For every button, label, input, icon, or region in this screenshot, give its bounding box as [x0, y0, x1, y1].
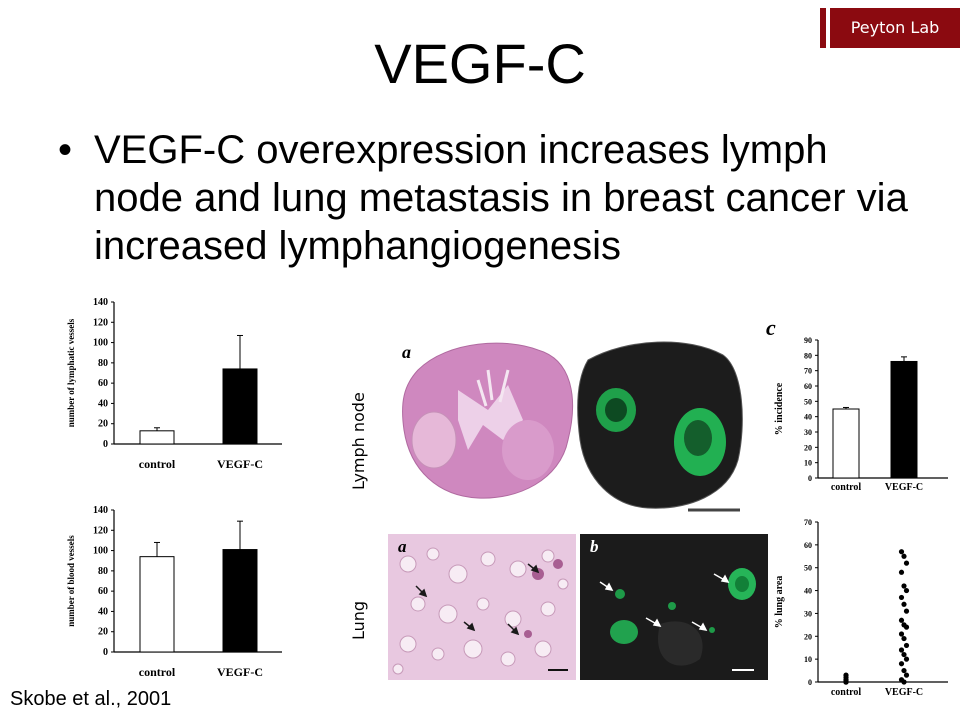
- y-tick-label: 40: [98, 398, 108, 409]
- y-tick-label: 80: [98, 358, 108, 369]
- panel-a-bottom-letter: a: [398, 537, 407, 556]
- y-tick-label: 50: [804, 397, 812, 406]
- y-tick-label: 70: [804, 518, 812, 527]
- bar: [139, 430, 175, 445]
- y-tick-label: 0: [103, 439, 108, 450]
- bullet-text: VEGF-C overexpression increases lymph no…: [94, 128, 908, 268]
- y-tick-label: 50: [804, 564, 812, 573]
- lung-label: Lung: [349, 600, 368, 640]
- data-point: [901, 553, 907, 559]
- lymph-node-label: Lymph node: [349, 392, 368, 490]
- lymph-node-micrograph: a: [388, 330, 750, 518]
- y-tick-label: 90: [804, 336, 812, 345]
- panel-b-bottom-letter: b: [590, 537, 599, 556]
- y-tick-label: 20: [98, 627, 108, 638]
- citation: Skobe et al., 2001: [10, 688, 172, 710]
- category-label: control: [831, 687, 862, 698]
- category-label: VEGF-C: [217, 457, 263, 471]
- data-point: [903, 642, 910, 649]
- y-tick-label: 60: [98, 586, 108, 597]
- y-tick-label: 10: [804, 459, 812, 468]
- y-tick-label: 40: [804, 587, 812, 596]
- y-tick-label: 0: [808, 678, 812, 687]
- bullet-marker: •: [58, 128, 73, 172]
- data-point: [898, 569, 905, 575]
- panel-c-letter: c: [766, 315, 776, 340]
- chart-blood-vessels: 0 20 40 60 80 100 120 140 number of blood vessel…: [66, 505, 282, 679]
- chart-lymphatic-vessels: 0 20 40 60 80 100 120 140 number of lymphatic ve…: [66, 297, 282, 471]
- data-point: [903, 656, 910, 662]
- data-point: [903, 672, 910, 678]
- bar: [832, 408, 860, 479]
- y-tick-label: 60: [804, 541, 812, 550]
- y-tick-label: 0: [808, 474, 812, 483]
- y-tick-label: 140: [93, 297, 108, 308]
- y-axis-label: number of lymphatic vessels: [66, 318, 76, 427]
- data-point: [898, 631, 905, 637]
- data-point: [903, 608, 910, 614]
- data-point: [898, 661, 905, 667]
- data-point: [843, 672, 849, 678]
- data-point: [901, 583, 907, 589]
- data-point: [903, 587, 910, 594]
- data-point: [901, 651, 907, 658]
- chart-incidence: 0 10 20 30 40 50 60 70 80 90 % incidence control VEG…: [774, 336, 948, 493]
- bar: [222, 368, 258, 445]
- y-tick-label: 20: [98, 419, 108, 430]
- y-tick-label: 100: [93, 338, 108, 349]
- category-label: control: [139, 665, 176, 679]
- category-label: control: [139, 457, 176, 471]
- badge-label: Peyton Lab: [830, 8, 960, 48]
- lab-badge: Peyton Lab: [820, 8, 960, 48]
- y-tick-label: 20: [804, 443, 812, 452]
- y-tick-label: 40: [804, 413, 812, 422]
- bar: [222, 549, 258, 653]
- lung-he-micrograph: a: [388, 534, 576, 680]
- panel-a-top-letter: a: [402, 342, 411, 362]
- badge-accent-bar: [820, 8, 826, 48]
- y-tick-label: 60: [98, 378, 108, 389]
- y-tick-label: 80: [98, 566, 108, 577]
- bar: [139, 556, 175, 653]
- data-point: [901, 635, 907, 642]
- y-tick-label: 40: [98, 606, 108, 617]
- y-tick-label: 30: [804, 609, 812, 618]
- y-tick-label: 120: [93, 525, 108, 536]
- data-point: [898, 617, 905, 623]
- bar: [890, 360, 918, 479]
- category-label: VEGF-C: [217, 665, 263, 679]
- y-tick-label: 120: [93, 317, 108, 328]
- y-tick-label: 80: [804, 351, 812, 360]
- y-tick-label: 10: [804, 655, 812, 664]
- y-tick-label: 20: [804, 632, 812, 641]
- category-label: control: [831, 482, 862, 493]
- slide-title: VEGF-C: [374, 32, 586, 95]
- category-label: VEGF-C: [885, 482, 923, 493]
- data-point: [901, 667, 907, 674]
- y-tick-label: 30: [804, 428, 812, 437]
- y-tick-label: 0: [103, 647, 108, 658]
- data-point: [898, 647, 905, 653]
- y-axis-label: % lung area: [774, 576, 785, 629]
- y-tick-label: 140: [93, 505, 108, 516]
- data-point: [901, 679, 907, 685]
- y-tick-label: 70: [804, 367, 812, 376]
- data-point: [903, 560, 910, 566]
- lung-fluorescent-micrograph: b: [580, 534, 768, 680]
- category-label: VEGF-C: [885, 687, 923, 698]
- data-point: [901, 601, 907, 607]
- y-tick-label: 60: [804, 382, 812, 391]
- y-axis-label: number of blood vessels: [66, 535, 76, 627]
- data-point: [898, 549, 905, 555]
- y-tick-label: 100: [93, 546, 108, 557]
- data-point: [898, 594, 905, 601]
- data-point: [903, 624, 910, 630]
- chart-lung-area: 0 10 20 30 40 50 60 70 % lung area control VEGF-C: [774, 518, 948, 698]
- y-axis-label: % incidence: [774, 382, 785, 435]
